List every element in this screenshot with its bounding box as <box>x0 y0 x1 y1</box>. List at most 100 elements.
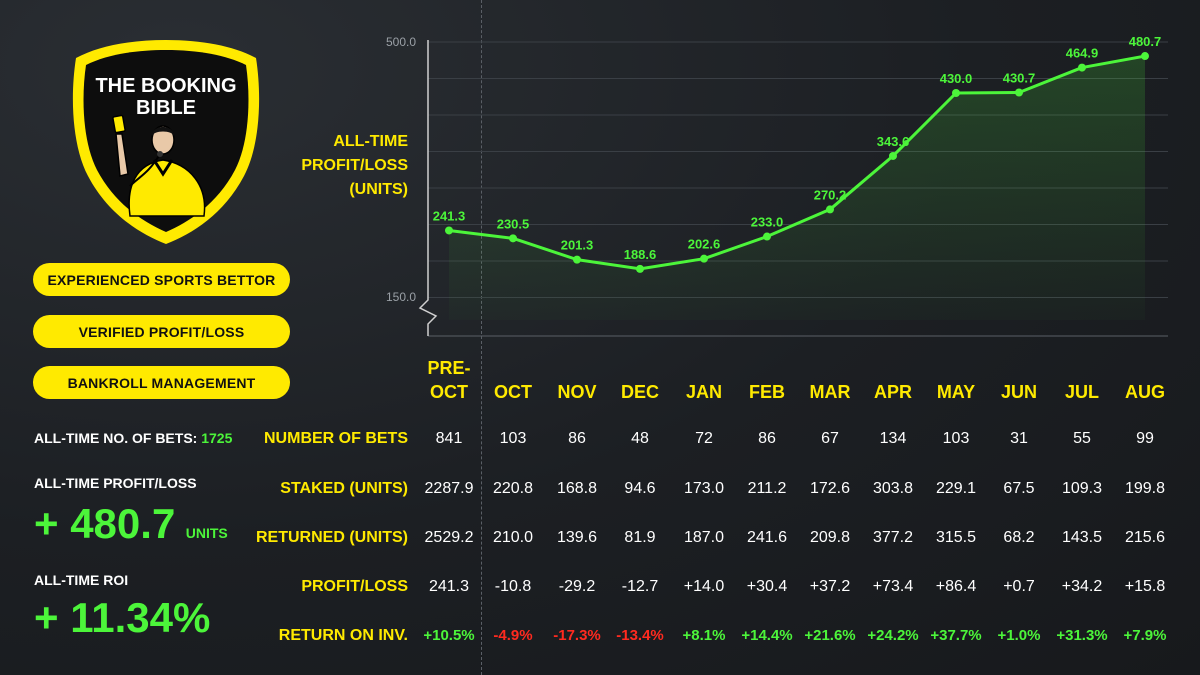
y-title-line2: PROFIT/LOSS <box>301 157 408 174</box>
data-point <box>952 89 960 97</box>
table-cell: +7.9% <box>1123 627 1167 644</box>
logo-text-line2: BIBLE <box>136 97 196 119</box>
data-point <box>700 254 708 263</box>
y-title-line3: (UNITS) <box>349 181 408 198</box>
table-cell: +24.2% <box>867 627 919 644</box>
data-point <box>1078 63 1086 72</box>
y-axis-break <box>418 40 438 336</box>
month-header: JAN <box>685 382 722 402</box>
table-cell: -4.9% <box>493 627 533 644</box>
data-label: 233.0 <box>751 215 784 230</box>
chart-area <box>449 56 1145 320</box>
table-cell: +37.2 <box>809 578 851 595</box>
table-cell: 315.5 <box>935 529 977 546</box>
table-cell: 99 <box>1136 430 1154 447</box>
pl-line-chart: 500.0 150.0 241.3 230.5 201.3 188.6 202.6 233.… <box>386 34 1168 337</box>
badge-bankroll: BANKROLL MANAGEMENT <box>33 366 290 399</box>
table-cell: 139.6 <box>556 529 598 546</box>
chart-y-title: ALL-TIME PROFIT/LOSS (UNITS) <box>290 130 408 202</box>
table-cell: 72 <box>695 430 713 447</box>
data-label: 188.6 <box>624 247 657 262</box>
all-time-roi-label: ALL-TIME ROI <box>34 572 129 588</box>
table-cell: +8.1% <box>682 627 726 644</box>
data-point <box>445 226 453 235</box>
data-label: 230.5 <box>497 216 530 231</box>
table-cell: 215.6 <box>1124 529 1166 546</box>
data-label: 202.6 <box>688 237 721 252</box>
table-cell: +34.2 <box>1061 578 1103 595</box>
all-time-pl-value: + 480.7 <box>34 500 176 547</box>
all-time-roi-value: + 11.34% <box>34 594 211 641</box>
data-point <box>1015 88 1023 97</box>
table-cell: +15.8 <box>1124 578 1166 595</box>
data-point <box>636 264 644 273</box>
row-label: STAKED (UNITS) <box>280 480 408 497</box>
all-time-bets-stat: ALL-TIME NO. OF BETS: 1725 <box>34 430 232 446</box>
pre-oct-separator <box>481 0 482 675</box>
data-label: 480.7 <box>1129 34 1162 49</box>
month-header: APR <box>873 382 912 402</box>
table-cell: -13.4% <box>616 627 664 644</box>
month-header: MAY <box>936 382 976 402</box>
table-cell: +86.4 <box>935 578 977 595</box>
month-header: MAR <box>809 382 851 402</box>
chart-axis: 500.0 150.0 <box>386 35 438 336</box>
booking-bible-logo: THE BOOKING BIBLE <box>72 40 260 244</box>
month-header: AUG <box>1125 382 1165 402</box>
data-label: 241.3 <box>433 208 466 223</box>
table-cell: +73.4 <box>872 578 914 595</box>
data-label: 430.0 <box>940 71 973 86</box>
month-header: DEC <box>620 382 659 402</box>
y-tick-label: 150.0 <box>386 290 416 304</box>
table-cell: +14.0 <box>683 578 725 595</box>
data-label: 270.2 <box>814 187 847 202</box>
table-cell: 2287.9 <box>424 480 474 497</box>
table-cell: 199.8 <box>1124 480 1166 497</box>
y-tick-label: 500.0 <box>386 35 416 49</box>
table-cell: 67 <box>821 430 839 447</box>
data-label: 201.3 <box>561 238 594 253</box>
pl-area <box>449 56 1145 320</box>
data-point <box>1141 52 1149 61</box>
data-point <box>889 151 897 160</box>
table-cell: 168.8 <box>556 480 598 497</box>
table-cell: -29.2 <box>558 578 596 595</box>
table-cell: 220.8 <box>492 480 534 497</box>
month-header: PRE- OCT <box>427 358 471 402</box>
table-cell: +21.6% <box>804 627 856 644</box>
table-cell: 143.5 <box>1061 529 1103 546</box>
pl-line <box>448 54 1146 271</box>
month-header: JUN <box>1000 382 1037 402</box>
table-cell: -17.3% <box>553 627 601 644</box>
month-header: NOV <box>557 382 597 402</box>
data-label: 430.7 <box>1003 70 1036 85</box>
row-label: PROFIT/LOSS <box>301 578 408 595</box>
table-cell: 94.6 <box>624 480 656 497</box>
row-label: RETURNED (UNITS) <box>256 529 408 546</box>
data-point <box>509 234 517 243</box>
table-cell: 86 <box>568 430 586 447</box>
table-cell: -12.7 <box>621 578 659 595</box>
table-cell: 109.3 <box>1061 480 1103 497</box>
table-cell: 103 <box>499 430 527 447</box>
table-cell: 210.0 <box>492 529 534 546</box>
table-cell: +30.4 <box>746 578 788 595</box>
table-cell: 173.0 <box>683 480 725 497</box>
table-cell: 48 <box>631 430 649 447</box>
all-time-pl-label: ALL-TIME PROFIT/LOSS <box>34 475 197 491</box>
table-cell: 68.2 <box>1003 529 1035 546</box>
row-label: RETURN ON INV. <box>278 627 408 644</box>
badge-verified: VERIFIED PROFIT/LOSS <box>33 315 290 348</box>
all-time-pl-unit: UNITS <box>185 525 228 541</box>
table-cell: 172.6 <box>809 480 851 497</box>
y-title-line1: ALL-TIME <box>333 133 408 150</box>
table-cell: 229.1 <box>935 480 977 497</box>
month-header: JUL <box>1064 382 1099 402</box>
data-label: 464.9 <box>1066 46 1099 61</box>
month-header: OCT <box>494 382 532 402</box>
table-cell: 81.9 <box>624 529 656 546</box>
table-cell: 86 <box>758 430 776 447</box>
data-label: 343.6 <box>877 134 910 149</box>
table-cell: 2529.2 <box>424 529 474 546</box>
table-cell: +1.0% <box>997 627 1041 644</box>
